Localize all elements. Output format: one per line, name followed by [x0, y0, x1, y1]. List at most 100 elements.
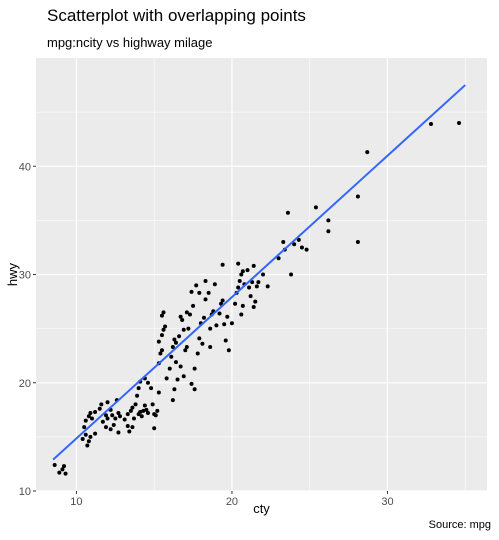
- data-point: [161, 327, 166, 332]
- data-point: [57, 470, 62, 475]
- data-point: [223, 338, 228, 343]
- data-point: [175, 377, 180, 382]
- data-point: [169, 354, 174, 359]
- data-point: [172, 387, 177, 392]
- data-point: [191, 303, 196, 308]
- data-point: [110, 413, 115, 418]
- data-point: [130, 405, 135, 410]
- data-point: [161, 310, 166, 315]
- data-point: [100, 419, 105, 424]
- y-tick-label: 20: [19, 378, 31, 390]
- data-point: [276, 256, 281, 261]
- data-point: [103, 425, 108, 430]
- data-point: [226, 348, 231, 353]
- grid-lines: [36, 58, 487, 492]
- data-point: [251, 304, 256, 309]
- data-point: [159, 348, 164, 353]
- x-tick-label: 20: [226, 496, 238, 508]
- y-tick-label: 30: [19, 270, 31, 282]
- data-point: [135, 393, 140, 398]
- data-point: [105, 400, 110, 405]
- data-point: [181, 374, 186, 379]
- y-tick-label: 40: [19, 161, 31, 173]
- data-point: [214, 323, 219, 328]
- data-point: [159, 333, 164, 338]
- data-point: [195, 351, 200, 356]
- data-point: [194, 283, 199, 288]
- data-point: [170, 345, 175, 350]
- data-point: [130, 425, 135, 430]
- data-point: [86, 439, 91, 444]
- data-point: [93, 409, 98, 414]
- data-point: [89, 416, 94, 421]
- data-point: [187, 312, 192, 317]
- data-point: [289, 272, 294, 277]
- data-point: [88, 434, 93, 439]
- data-point: [229, 321, 234, 326]
- data-point: [256, 280, 261, 285]
- data-point: [159, 313, 164, 318]
- x-tick-label: 30: [381, 496, 393, 508]
- data-point: [170, 398, 175, 403]
- data-point: [212, 282, 217, 287]
- data-point: [164, 376, 169, 381]
- data-point: [163, 324, 168, 329]
- data-point: [145, 380, 150, 385]
- data-point: [292, 242, 297, 247]
- data-point: [184, 310, 189, 315]
- x-tick-label: 10: [70, 496, 82, 508]
- data-point: [82, 425, 87, 430]
- data-point: [83, 418, 88, 423]
- data-point: [220, 262, 225, 267]
- data-point: [131, 416, 136, 421]
- data-point: [233, 301, 238, 306]
- data-point: [141, 408, 146, 413]
- data-point: [136, 386, 141, 391]
- data-point: [105, 416, 110, 421]
- data-point: [167, 366, 172, 371]
- data-point: [111, 422, 116, 427]
- trend-line: [52, 84, 466, 461]
- data-point: [145, 411, 150, 416]
- data-point: [152, 426, 157, 431]
- x-axis-title: cty: [253, 501, 270, 516]
- data-point: [99, 402, 104, 407]
- data-point: [237, 278, 242, 283]
- data-point: [189, 381, 194, 386]
- data-point: [265, 284, 270, 289]
- data-point: [251, 263, 256, 268]
- data-point: [189, 289, 194, 294]
- data-point: [250, 280, 255, 285]
- data-point: [239, 312, 244, 317]
- data-point: [172, 337, 177, 342]
- data-point: [225, 314, 230, 319]
- data-point: [313, 205, 318, 210]
- y-axis-title: hwy: [5, 262, 20, 286]
- data-point: [125, 424, 130, 429]
- data-point: [261, 272, 266, 277]
- data-point: [139, 414, 144, 419]
- data-point: [133, 402, 138, 407]
- data-point: [457, 120, 462, 125]
- data-point: [80, 437, 85, 442]
- data-point: [236, 261, 241, 266]
- data-point: [156, 390, 161, 395]
- data-point: [186, 326, 191, 331]
- data-point: [158, 351, 163, 356]
- data-point: [304, 247, 309, 252]
- data-point: [173, 340, 178, 345]
- data-point: [138, 409, 143, 414]
- data-point: [206, 290, 211, 295]
- data-point: [177, 334, 182, 339]
- data-point: [236, 285, 241, 290]
- data-point: [245, 268, 250, 273]
- axes: 10 20 30 10 20 30 40: [19, 161, 394, 508]
- data-point: [429, 122, 434, 127]
- data-point: [247, 285, 252, 290]
- data-point: [197, 336, 202, 341]
- data-point: [355, 194, 360, 199]
- data-point: [85, 443, 90, 448]
- data-point: [281, 240, 286, 245]
- data-point: [183, 348, 188, 353]
- data-point: [222, 322, 227, 327]
